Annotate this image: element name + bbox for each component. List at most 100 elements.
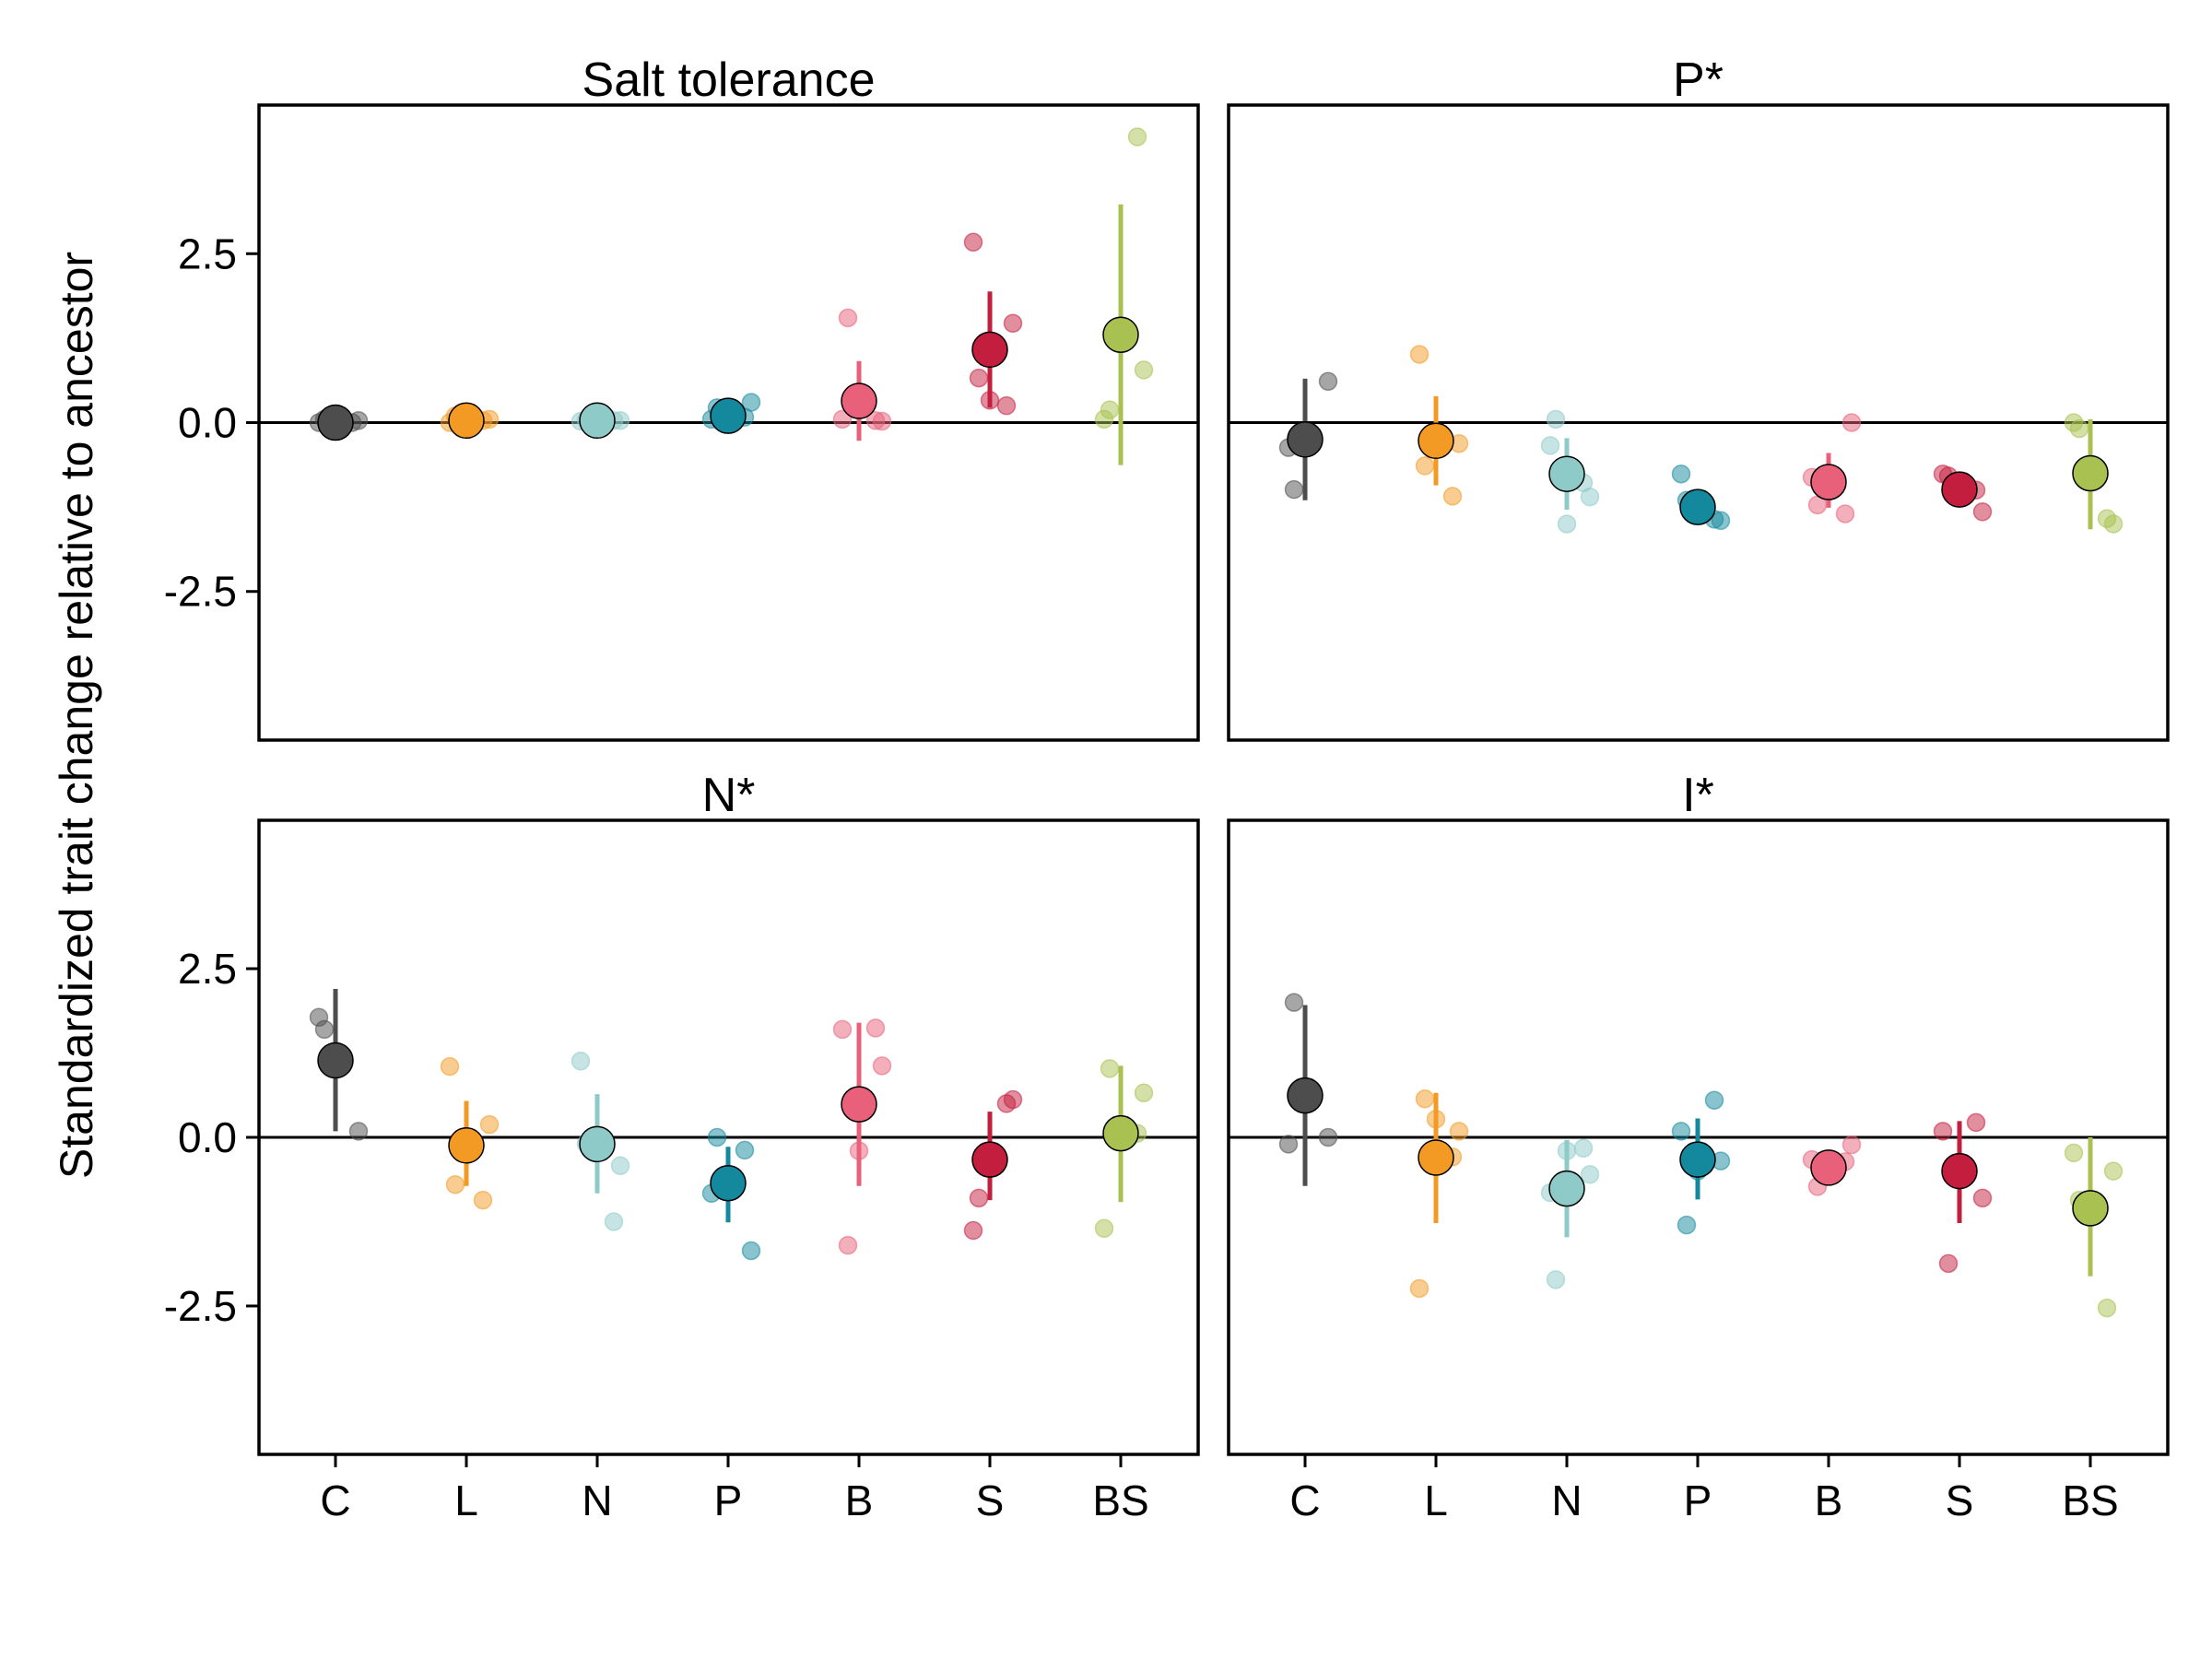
x-tick-label: P	[1684, 1477, 1712, 1524]
mean-point	[1287, 421, 1324, 458]
mean-point	[710, 397, 747, 434]
replicate-point	[1318, 1127, 1338, 1147]
group-P	[701, 1127, 761, 1261]
replicate-point	[1972, 1188, 1993, 1208]
replicate-point	[1546, 409, 1566, 429]
group-B	[832, 1018, 892, 1255]
replicate-point	[479, 1114, 500, 1135]
replicate-point	[832, 1019, 853, 1040]
panel-0: Salt tolerance 2.5 0.0 -2.5	[164, 53, 1200, 742]
mean-point	[971, 1141, 1008, 1178]
replicate-point	[1835, 504, 1855, 524]
x-tick-label: C	[320, 1477, 350, 1524]
replicate-point	[1938, 1253, 1959, 1274]
replicate-point	[1409, 345, 1430, 364]
x-tick-label: P	[714, 1477, 743, 1524]
x-tick-label: S	[1946, 1477, 1974, 1524]
replicate-point	[2097, 509, 2117, 528]
mean-point	[1287, 1077, 1324, 1114]
replicate-point	[838, 1235, 858, 1255]
group-P	[701, 393, 761, 434]
replicate-point	[1671, 1122, 1691, 1141]
x-tick-label: N	[582, 1477, 612, 1524]
y-tick-label: 2.5	[178, 229, 237, 277]
panel-title: I*	[1682, 769, 1714, 822]
replicate-point	[1449, 1122, 1469, 1141]
mean-point	[317, 404, 354, 441]
group-L	[440, 1056, 500, 1210]
mean-point	[1102, 316, 1139, 353]
mean-point	[1102, 1114, 1139, 1152]
replicate-point	[1100, 400, 1120, 419]
replicate-point	[445, 1174, 465, 1194]
mean-point	[448, 1127, 485, 1164]
mean-point	[2072, 454, 2109, 492]
replicate-point	[1100, 1059, 1120, 1078]
replicate-point	[1094, 1218, 1114, 1239]
group-N	[571, 402, 630, 440]
group-BS	[1094, 1059, 1154, 1239]
replicate-point	[604, 1212, 624, 1231]
y-tick-label: -2.5	[164, 1282, 237, 1330]
group-C	[1278, 371, 1338, 500]
mean-point	[1941, 471, 1978, 508]
replicate-point	[1284, 479, 1304, 500]
replicate-point	[872, 1056, 892, 1076]
group-S	[1933, 464, 1993, 522]
replicate-point	[1704, 1090, 1724, 1110]
group-BS	[2064, 413, 2124, 534]
replicate-point	[2069, 418, 2089, 439]
mean-point	[971, 331, 1008, 369]
replicate-point	[1580, 1165, 1600, 1184]
replicate-point	[996, 395, 1017, 416]
x-tick-label: L	[1424, 1477, 1448, 1524]
group-S	[963, 232, 1023, 416]
group-P	[1671, 1090, 1731, 1235]
replicate-point	[1546, 1270, 1566, 1289]
replicate-point	[1966, 1112, 1986, 1133]
y-axis-title: Standardized trait change relative to an…	[51, 252, 102, 1179]
replicate-point	[1557, 514, 1577, 534]
mean-point	[841, 382, 877, 419]
x-tick-label: B	[845, 1477, 874, 1524]
replicate-point	[963, 1220, 983, 1241]
x-tick-label: L	[454, 1477, 478, 1524]
replicate-point	[735, 1140, 755, 1160]
group-B	[832, 308, 892, 441]
replicate-point	[1841, 1135, 1862, 1155]
group-L	[1409, 345, 1469, 506]
panel-3: I*C L N P B S BS	[1227, 769, 2170, 1524]
group-L	[1409, 1089, 1469, 1299]
y-tick-label: 0.0	[178, 399, 237, 447]
y-tick-label: -2.5	[164, 568, 237, 616]
replicate-point	[707, 1127, 727, 1147]
group-N	[1540, 1138, 1600, 1289]
replicate-point	[1677, 1215, 1697, 1235]
group-S	[963, 1089, 1023, 1241]
replicate-point	[996, 1094, 1017, 1113]
replicate-point	[1972, 502, 1993, 522]
mean-point	[1418, 422, 1454, 460]
mean-point	[710, 1165, 747, 1202]
mean-point	[1679, 488, 1716, 525]
y-tick-label: 0.0	[178, 1113, 237, 1161]
mean-point	[1810, 464, 1847, 500]
replicate-point	[2097, 1298, 2117, 1318]
mean-point	[1418, 1139, 1454, 1176]
replicate-point	[1003, 313, 1023, 334]
replicate-point	[2103, 1161, 2124, 1181]
panel-2: N*2.50.0-2.5C L N P B S BS	[164, 769, 1200, 1524]
replicate-point	[473, 1190, 493, 1210]
group-BS	[2064, 1137, 2124, 1318]
replicate-point	[1671, 464, 1691, 484]
replicate-point	[2064, 1143, 2084, 1163]
replicate-point	[1933, 1122, 1953, 1141]
replicate-point	[838, 308, 858, 328]
x-tick-label: B	[1815, 1477, 1843, 1524]
replicate-point	[865, 411, 886, 430]
y-tick-label: 2.5	[178, 945, 237, 993]
mean-point	[579, 1125, 616, 1163]
replicate-point	[1318, 371, 1338, 392]
replicate-point	[969, 1188, 989, 1208]
